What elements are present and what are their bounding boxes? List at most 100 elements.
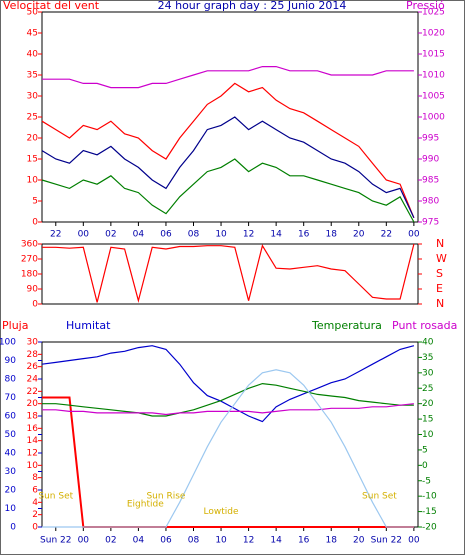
y-tick-label: 12 bbox=[27, 449, 38, 459]
y-tick-label: 20 bbox=[27, 399, 39, 409]
y-tick-label: 4 bbox=[32, 498, 38, 508]
y-tick-label: 360 bbox=[21, 240, 38, 250]
x-tick-label: 04 bbox=[133, 230, 145, 240]
y2-tick-label: 1015 bbox=[422, 50, 445, 60]
x-tick-label: 16 bbox=[298, 536, 310, 546]
y3-tick-label: 80 bbox=[5, 375, 17, 385]
y2-tick-label: W bbox=[436, 252, 447, 265]
x-tick-label: 10 bbox=[215, 536, 227, 546]
y-tick-label: 26 bbox=[27, 362, 39, 372]
legend-label: Punt rosada bbox=[392, 319, 457, 332]
y3-tick-label: 70 bbox=[5, 393, 17, 403]
y-tick-label: 10 bbox=[27, 461, 39, 471]
y-tick-label: 16 bbox=[27, 424, 39, 434]
y-tick-label: 28 bbox=[27, 350, 39, 360]
series-line bbox=[41, 345, 415, 423]
y2-tick-label: 15 bbox=[422, 415, 433, 425]
legend-label: Pluja bbox=[2, 319, 28, 332]
y2-tick-label: 985 bbox=[422, 176, 439, 186]
series-line bbox=[42, 66, 414, 89]
y3-tick-label: 100 bbox=[0, 338, 16, 348]
y2-tick-label: 975 bbox=[422, 218, 439, 228]
x-tick-label: 06 bbox=[160, 536, 172, 546]
x-tick-label: 00 bbox=[78, 230, 90, 240]
x-tick-label: 10 bbox=[215, 230, 227, 240]
y2-tick-label: 5 bbox=[422, 445, 428, 455]
y2-tick-label: 1005 bbox=[422, 92, 445, 102]
y-tick-label: 18 bbox=[27, 412, 39, 422]
x-tick-label: 00 bbox=[78, 536, 90, 546]
series-line bbox=[41, 116, 415, 219]
y-tick-label: 50 bbox=[27, 8, 39, 18]
x-tick-label: 12 bbox=[243, 536, 254, 546]
y2-tick-label: -20 bbox=[422, 523, 437, 533]
series-line bbox=[41, 82, 415, 219]
y2-axis-title: Pressió bbox=[406, 0, 445, 12]
y2-tick-label: 35 bbox=[422, 353, 433, 363]
y3-tick-label: 60 bbox=[5, 412, 17, 422]
y-tick-label: 8 bbox=[32, 473, 38, 483]
x-tick-label: 02 bbox=[105, 536, 116, 546]
y-tick-label: 90 bbox=[27, 285, 39, 295]
x-tick-label: 08 bbox=[188, 230, 200, 240]
y2-tick-label: -10 bbox=[422, 492, 437, 502]
y-tick-label: 0 bbox=[32, 523, 38, 533]
y-tick-label: 14 bbox=[27, 436, 39, 446]
y2-tick-label: 1020 bbox=[422, 29, 445, 39]
y3-tick-label: 40 bbox=[5, 449, 17, 459]
x-tick-label: 04 bbox=[133, 536, 145, 546]
y3-tick-label: 20 bbox=[5, 486, 17, 496]
y2-tick-label: 980 bbox=[422, 197, 439, 207]
y2-tick-label: 0 bbox=[422, 461, 428, 471]
legend-label: Humitat bbox=[66, 319, 111, 332]
y2-tick-label: 30 bbox=[422, 368, 434, 378]
annotation: Sun Set bbox=[362, 492, 397, 502]
y-tick-label: 45 bbox=[27, 29, 38, 39]
y-tick-label: 40 bbox=[27, 50, 39, 60]
plot-area bbox=[41, 11, 419, 223]
x-tick-label: 00 bbox=[408, 230, 420, 240]
y2-tick-label: -5 bbox=[422, 476, 431, 486]
y-tick-label: 15 bbox=[27, 155, 38, 165]
x-tick-label: 08 bbox=[188, 536, 200, 546]
y2-tick-label: 995 bbox=[422, 134, 439, 144]
chart-title: 24 hour graph day : 25 Junio 2014 bbox=[158, 0, 347, 12]
x-tick-label: 12 bbox=[243, 230, 254, 240]
y-tick-label: 25 bbox=[27, 113, 38, 123]
series-line bbox=[41, 158, 415, 223]
series-line bbox=[42, 382, 414, 417]
y2-tick-label: 990 bbox=[422, 155, 439, 165]
y-tick-label: 35 bbox=[27, 71, 38, 81]
x-tick-label: 14 bbox=[270, 230, 282, 240]
y-tick-label: 2 bbox=[32, 510, 38, 520]
series-line bbox=[42, 243, 415, 304]
y2-tick-label: 20 bbox=[422, 399, 434, 409]
x-tick-label: 20 bbox=[353, 536, 365, 546]
y2-tick-label: N bbox=[436, 237, 444, 250]
x-tick-label: Sun 22 bbox=[371, 536, 402, 546]
y-tick-label: 5 bbox=[32, 197, 38, 207]
y2-tick-label: S bbox=[436, 267, 443, 280]
y-axis-title: Velocitat del vent bbox=[3, 0, 100, 12]
annotation: Sun Set bbox=[38, 492, 73, 502]
x-tick-label: 22 bbox=[381, 230, 392, 240]
y2-tick-label: E bbox=[436, 282, 443, 295]
y-tick-label: 10 bbox=[27, 176, 39, 186]
y-tick-label: 22 bbox=[27, 387, 38, 397]
x-tick-label: 22 bbox=[50, 230, 61, 240]
y2-tick-label: 10 bbox=[422, 430, 434, 440]
series-line bbox=[42, 369, 414, 528]
y-tick-label: 30 bbox=[27, 92, 39, 102]
y2-tick-label: 1000 bbox=[422, 113, 445, 123]
y2-tick-label: 1025 bbox=[422, 8, 445, 18]
x-tick-label: 02 bbox=[105, 230, 116, 240]
y-tick-label: 180 bbox=[21, 270, 38, 280]
annotation: Sun Rise bbox=[146, 492, 185, 502]
legend-label: Temperatura bbox=[311, 319, 382, 332]
x-tick-label: 00 bbox=[408, 536, 420, 546]
y2-tick-label: N bbox=[436, 297, 444, 310]
y3-tick-label: 30 bbox=[5, 467, 17, 477]
x-tick-label: Sun 22 bbox=[40, 536, 71, 546]
y2-tick-label: 1010 bbox=[422, 71, 445, 81]
